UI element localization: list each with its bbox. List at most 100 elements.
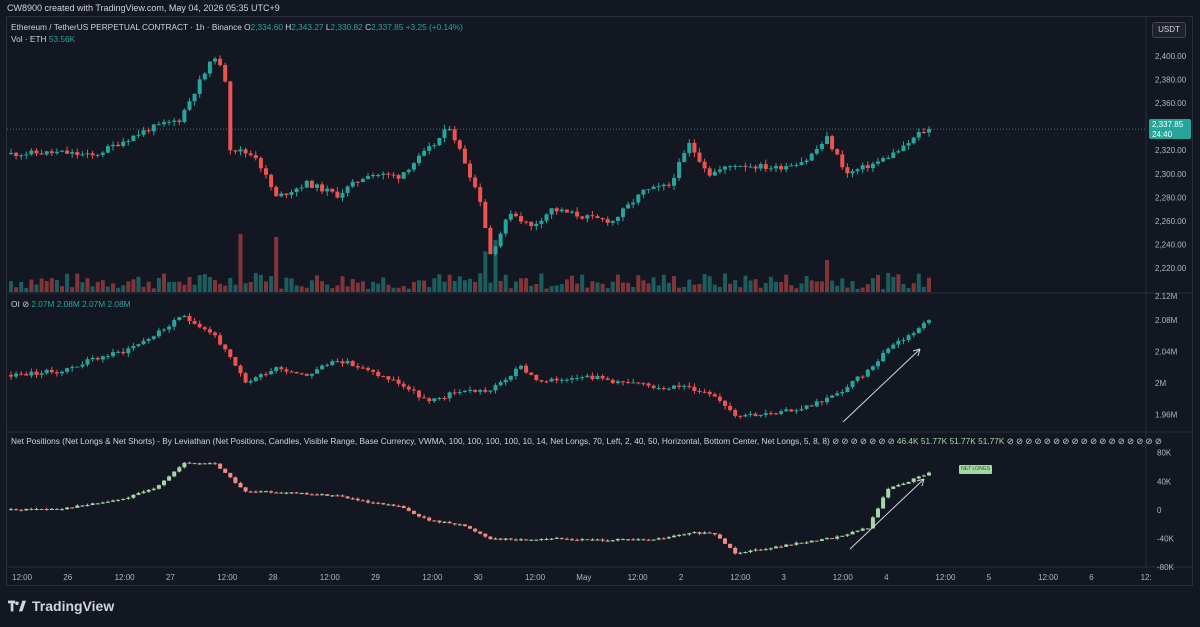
price-candle bbox=[350, 181, 355, 187]
oi-candle bbox=[524, 365, 529, 373]
oi-candle bbox=[427, 398, 432, 402]
volume-bar bbox=[457, 276, 462, 292]
np-candle bbox=[167, 476, 172, 481]
np-candle bbox=[814, 540, 819, 542]
price-candle bbox=[534, 223, 539, 227]
np-candle bbox=[656, 538, 661, 540]
np-candle bbox=[427, 517, 432, 521]
price-candle bbox=[284, 193, 289, 195]
volume-bar bbox=[376, 283, 381, 292]
oi-candle bbox=[631, 382, 636, 384]
price-candle bbox=[473, 177, 478, 188]
price-candle bbox=[876, 161, 880, 164]
volume-bar bbox=[544, 288, 549, 292]
np-candle bbox=[636, 539, 641, 541]
np-candle bbox=[162, 480, 166, 486]
oi-candle bbox=[615, 381, 620, 384]
np-candle bbox=[299, 493, 304, 495]
np-candle bbox=[70, 507, 75, 509]
volume-bar bbox=[779, 281, 784, 292]
oi-trend-arrow bbox=[842, 348, 921, 423]
oi-candle bbox=[876, 361, 880, 367]
price-candle bbox=[207, 61, 212, 74]
np-candle bbox=[876, 508, 880, 518]
price-candle bbox=[452, 129, 457, 141]
oi-candle bbox=[570, 378, 574, 380]
volume-bar bbox=[881, 289, 886, 292]
price-candle bbox=[376, 174, 381, 176]
chart-frame[interactable] bbox=[6, 16, 1193, 586]
price-candle bbox=[891, 152, 896, 158]
np-candle bbox=[503, 538, 508, 540]
np-candle bbox=[830, 538, 835, 540]
price-candle bbox=[860, 165, 865, 170]
price-candle bbox=[865, 165, 870, 169]
np-candle bbox=[330, 495, 335, 497]
volume-bar bbox=[304, 287, 309, 292]
volume-bar bbox=[870, 278, 875, 292]
oi-candle bbox=[840, 392, 845, 394]
price-candle bbox=[697, 152, 702, 162]
price-candle bbox=[223, 65, 228, 82]
np-candle bbox=[605, 540, 610, 542]
price-candle bbox=[906, 143, 911, 146]
oi-candle bbox=[468, 389, 472, 391]
np-candle bbox=[447, 521, 452, 524]
np-candle bbox=[794, 542, 799, 545]
volume-bar bbox=[9, 281, 13, 292]
volume-bar bbox=[335, 285, 340, 292]
volume-bar bbox=[911, 283, 916, 292]
oi-values: 2.07M 2.08M 2.07M 2.08M bbox=[31, 299, 131, 309]
volume-bar bbox=[610, 281, 615, 292]
oi-candle bbox=[462, 390, 467, 393]
price-candle bbox=[381, 173, 386, 175]
oi-candle bbox=[49, 369, 54, 373]
oi-candle bbox=[554, 378, 559, 381]
oi-candle bbox=[488, 390, 493, 392]
price-axis-tick: 2,400.00 bbox=[1155, 52, 1187, 61]
eye-off-icon[interactable]: ⊘ bbox=[22, 299, 30, 309]
volume-bar bbox=[483, 251, 488, 292]
np-candle bbox=[891, 486, 896, 489]
price-candle bbox=[182, 109, 187, 122]
tradingview-logo[interactable]: TradingView bbox=[8, 598, 114, 614]
oi-candle bbox=[131, 345, 136, 349]
net-longs-tag: NET LONGS bbox=[959, 465, 992, 474]
np-candle bbox=[192, 463, 197, 465]
oi-candle bbox=[172, 320, 177, 327]
volume-bar bbox=[401, 286, 406, 292]
volume-bar bbox=[524, 278, 529, 292]
np-candle bbox=[799, 542, 804, 544]
volume-bar bbox=[381, 277, 386, 292]
time-axis-tick: 3 bbox=[782, 573, 787, 582]
oi-candle bbox=[386, 376, 391, 380]
price-candle bbox=[794, 164, 799, 166]
volume-bar bbox=[49, 278, 54, 292]
oi-candle bbox=[366, 367, 370, 370]
oi-candle bbox=[503, 379, 508, 383]
np-candle bbox=[753, 549, 758, 551]
time-axis-tick: 26 bbox=[63, 573, 72, 582]
oi-candle bbox=[60, 371, 64, 374]
price-candle bbox=[707, 168, 712, 176]
currency-button[interactable]: USDT bbox=[1152, 22, 1186, 38]
np-candle bbox=[391, 504, 396, 506]
oi-candle bbox=[396, 379, 401, 384]
volume-bar bbox=[768, 276, 773, 292]
price-candle bbox=[116, 144, 121, 147]
price-candle bbox=[151, 124, 156, 132]
volume-bar bbox=[651, 277, 656, 292]
oi-candle bbox=[865, 369, 870, 377]
np-candle bbox=[75, 505, 80, 508]
price-candle bbox=[121, 141, 126, 147]
price-candle bbox=[631, 202, 636, 205]
np-candle bbox=[238, 482, 243, 488]
oi-candle bbox=[774, 413, 778, 415]
price-candle bbox=[309, 180, 314, 188]
np-candle bbox=[921, 475, 926, 477]
np-candle bbox=[366, 500, 370, 503]
volume-bar bbox=[876, 274, 880, 292]
volume-bar bbox=[116, 287, 121, 292]
volume-bar bbox=[223, 285, 228, 292]
